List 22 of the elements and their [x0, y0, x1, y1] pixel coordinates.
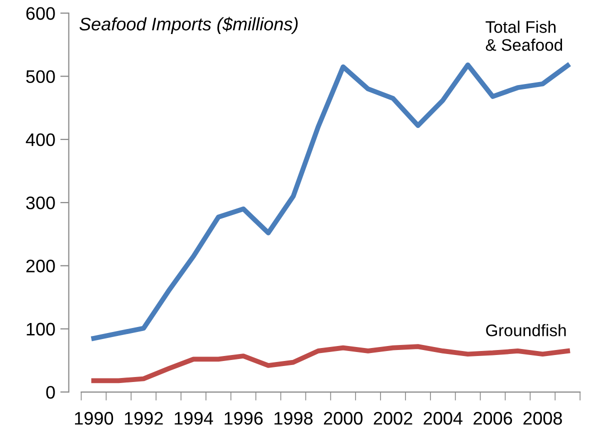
line-series — [91, 62, 570, 341]
y-tick-label: 600 — [26, 7, 55, 20]
y-tick-label: 200 — [26, 260, 55, 272]
x-tick-label: 2004 — [424, 412, 462, 425]
x-tick-label: 2006 — [474, 412, 512, 425]
x-tick-label: 2000 — [324, 412, 362, 425]
y-tick-label: 0 — [46, 386, 55, 399]
x-tick-label: 2002 — [374, 412, 412, 425]
x-tick-label: 1998 — [274, 412, 313, 425]
x-tick-label: 1996 — [224, 412, 263, 425]
y-tick-label: 400 — [26, 133, 55, 146]
x-tick-label: 1992 — [124, 412, 163, 425]
chart-title: Seafood Imports ($millions) — [80, 16, 298, 34]
series-label: Total Fish & Seafood — [486, 20, 562, 51]
line-series — [91, 344, 570, 384]
x-tick-label: 1994 — [174, 412, 214, 425]
x-tick-label: 1990 — [75, 412, 114, 425]
x-tick-label: 2008 — [523, 412, 562, 425]
y-tick-label: 300 — [26, 196, 55, 210]
series-label: Groundfish — [486, 324, 566, 336]
y-tick-label: 500 — [26, 70, 55, 84]
y-tick-label: 100 — [26, 322, 55, 336]
